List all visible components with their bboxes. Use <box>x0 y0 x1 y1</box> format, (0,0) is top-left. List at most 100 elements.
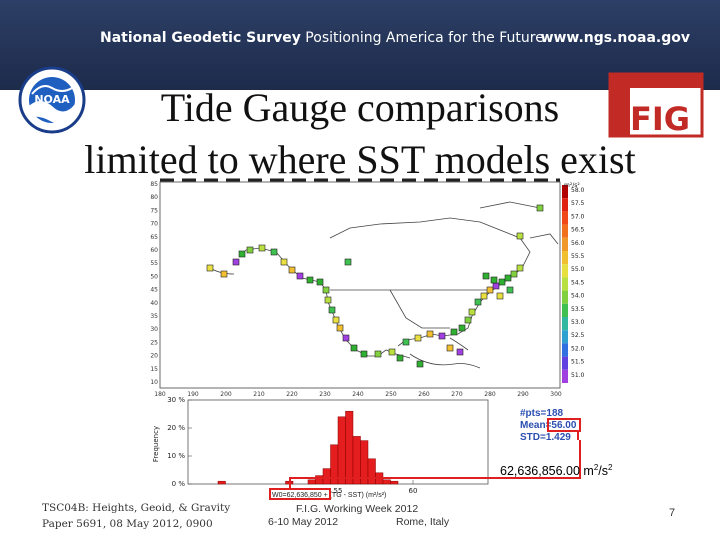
colorbar-swatch <box>562 224 568 238</box>
hist-bar <box>360 440 369 485</box>
lat-tick-label: 70 <box>150 221 158 228</box>
footer-session: TSC04B: Heights, Geoid, & Gravity Paper … <box>42 500 230 532</box>
colorbar-tick-label: 54.0 <box>571 293 585 300</box>
header-banner: National Geodetic Survey Positioning Ame… <box>0 0 720 90</box>
tide-gauge-marker <box>296 272 304 280</box>
colorbar-swatch <box>562 237 568 251</box>
lon-tick-label: 250 <box>385 391 397 398</box>
stats-std: STD=1.429 <box>520 432 571 443</box>
tide-gauge-marker <box>328 306 336 314</box>
lon-tick-label: 200 <box>220 391 232 398</box>
tide-gauge-marker <box>536 204 544 212</box>
tide-gauge-marker <box>504 274 512 282</box>
lat-tick-label: 25 <box>150 339 158 346</box>
tide-gauge-marker <box>416 360 424 368</box>
footer-dates: 6-10 May 2012 <box>268 516 339 528</box>
colorbar-tick-label: 53.5 <box>571 306 585 313</box>
banner-url[interactable]: www.ngs.noaa.gov <box>540 30 690 46</box>
hist-bar <box>390 480 399 485</box>
lat-tick-label: 20 <box>150 353 158 360</box>
hist-bar <box>382 479 391 485</box>
tide-gauge-marker <box>486 286 494 294</box>
tide-gauge-marker <box>270 248 278 256</box>
tide-gauge-marker <box>280 258 288 266</box>
tide-gauge-marker <box>402 338 410 346</box>
stats-mean: Mean=56.00 <box>520 420 577 431</box>
stats-box: #pts=188 Mean=56.00 STD=1.429 <box>520 408 576 444</box>
tide-gauge-marker <box>516 232 524 240</box>
tide-gauge-marker <box>360 350 368 358</box>
colorbar-tick-label: 52.0 <box>571 345 585 352</box>
tide-gauge-marker <box>468 308 476 316</box>
lon-tick-label: 180 <box>154 391 166 398</box>
w0-result: 62,636,856.00 m2/s2 <box>500 463 613 479</box>
colorbar-tick-label: 53.0 <box>571 319 585 326</box>
colorbar-tick-label: 57.5 <box>571 200 585 207</box>
lon-tick-label: 280 <box>484 391 496 398</box>
noaa-text: NOAA <box>34 93 70 106</box>
hist-bar <box>375 472 384 485</box>
tide-gauge-marker <box>480 292 488 300</box>
hist-xtick-label: 55 <box>334 487 343 493</box>
tide-gauge-marker <box>474 298 482 306</box>
lon-tick-label: 290 <box>517 391 529 398</box>
hist-xtick-label: 60 <box>409 487 418 493</box>
noaa-logo-icon: NOAA <box>18 66 86 134</box>
hist-ylabel: Frequency <box>152 426 160 462</box>
hist-bar <box>367 458 376 485</box>
tide-gauge-marker <box>482 272 490 280</box>
lat-tick-label: 50 <box>150 273 158 280</box>
tide-gauge-marker <box>438 332 446 340</box>
colorbar-swatch <box>562 343 568 357</box>
hist-bar <box>330 444 339 485</box>
lat-tick-label: 85 <box>150 181 158 188</box>
tide-gauge-marker <box>332 316 340 324</box>
tide-gauge-marker <box>232 258 240 266</box>
tide-gauge-marker <box>206 264 214 272</box>
hist-ytick-label: 10 % <box>167 452 185 460</box>
tide-gauge-marker <box>344 258 352 266</box>
hist-bar <box>285 480 294 485</box>
colorbar-swatch <box>562 356 568 370</box>
org-name: National Geodetic Survey <box>100 30 301 46</box>
tide-gauge-marker <box>446 344 454 352</box>
tide-gauge-marker <box>414 334 422 342</box>
lon-tick-label: 210 <box>253 391 265 398</box>
tide-gauge-marker <box>510 270 518 278</box>
lat-tick-label: 10 <box>150 379 158 386</box>
tide-gauge-marker <box>238 250 246 258</box>
banner-title: National Geodetic Survey Positioning Ame… <box>100 30 544 46</box>
fig-text: FIG <box>630 100 690 138</box>
footer-place: Rome, Italy <box>396 516 450 528</box>
hist-bar <box>322 468 331 485</box>
tide-gauge-marker <box>516 264 524 272</box>
colorbar-swatch <box>562 251 568 265</box>
lat-tick-label: 40 <box>150 300 158 307</box>
stats-pts: #pts=188 <box>520 408 564 419</box>
tide-gauge-marker <box>324 296 332 304</box>
tide-gauge-marker <box>458 324 466 332</box>
hist-bar <box>217 480 226 485</box>
tide-gauge-marker <box>342 334 350 342</box>
tide-gauge-marker <box>350 344 358 352</box>
colorbar-tick-label: 55.0 <box>571 266 585 273</box>
colorbar-swatch <box>562 303 568 317</box>
colorbar-swatch <box>562 290 568 304</box>
tide-gauge-marker <box>498 278 506 286</box>
tide-gauge-marker <box>246 246 254 254</box>
lon-tick-label: 230 <box>319 391 331 398</box>
fig-logo-icon: FIG <box>608 72 704 138</box>
hist-ytick-label: 30 % <box>167 396 185 404</box>
colorbar-tick-label: 51.0 <box>571 372 585 379</box>
lat-tick-label: 45 <box>150 287 158 294</box>
lat-tick-label: 55 <box>150 260 158 267</box>
lon-tick-label: 270 <box>451 391 463 398</box>
tide-gauge-marker <box>464 316 472 324</box>
hist-bar <box>352 436 361 485</box>
tide-gauge-marker <box>492 282 500 290</box>
page-number: 7 <box>669 507 676 519</box>
colorbar-swatch <box>562 198 568 212</box>
tide-gauge-marker <box>374 350 382 358</box>
lon-tick-label: 190 <box>187 391 199 398</box>
colorbar-swatch <box>562 185 568 199</box>
